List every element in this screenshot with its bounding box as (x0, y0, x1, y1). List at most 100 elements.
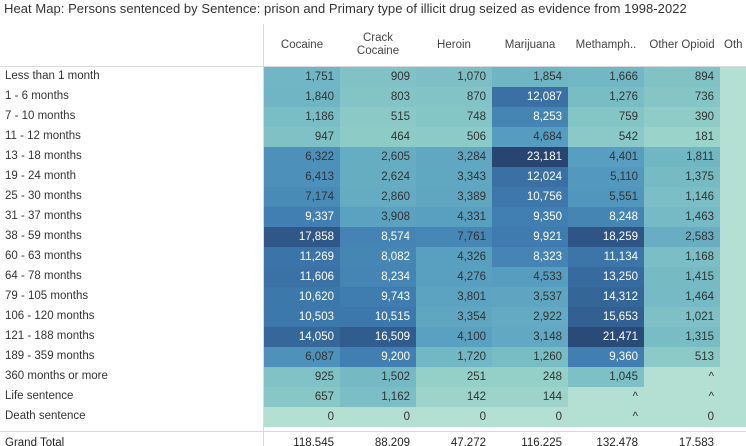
heatmap-cell: 8,323 (492, 247, 568, 267)
heatmap-cell: 870 (416, 87, 492, 107)
heatmap-cell: 1,854 (492, 67, 568, 87)
column-header: Marijuana (492, 24, 568, 66)
heatmap-cell: 9,350 (492, 207, 568, 227)
heatmap-cell: 4,276 (416, 267, 492, 287)
row-label: 64 - 78 months (5, 270, 82, 282)
total-column-divider (263, 432, 264, 446)
heatmap-cell: 3,389 (416, 187, 492, 207)
heatmap-cell: 657 (264, 387, 340, 407)
column-header: Cocaine (264, 24, 340, 66)
heatmap-cell: 0 (340, 407, 416, 427)
heatmap-cell: 1,162 (340, 387, 416, 407)
heatmap-cell: 1,070 (416, 67, 492, 87)
heatmap-cell: 1,720 (416, 347, 492, 367)
heatmap-cell: 248 (492, 367, 568, 387)
row-label: Death sentence (5, 410, 86, 422)
heatmap-cell: 10,756 (492, 187, 568, 207)
heatmap-cell: 14,050 (264, 327, 340, 347)
heatmap-cell: 1,463 (644, 207, 720, 227)
heatmap-cell: 3,908 (340, 207, 416, 227)
heatmap-cell: 9,360 (568, 347, 644, 367)
heatmap-cell: 8,574 (340, 227, 416, 247)
heatmap-cell: 3,537 (492, 287, 568, 307)
heatmap-cell: 6,413 (264, 167, 340, 187)
heatmap-cell: 142 (416, 387, 492, 407)
row-label: 121 - 188 months (5, 330, 95, 342)
heatmap-cell (720, 107, 746, 127)
heatmap-cell (720, 67, 746, 87)
heatmap-cell: 5,110 (568, 167, 644, 187)
heatmap-cell: 251 (416, 367, 492, 387)
heatmap-cell: 1,464 (644, 287, 720, 307)
row-label: 31 - 37 months (5, 210, 82, 222)
chart-title: Heat Map: Persons sentenced by Sentence:… (4, 1, 687, 16)
heatmap-cell: 9,921 (492, 227, 568, 247)
row-label: Life sentence (5, 390, 74, 402)
header-divider (0, 66, 746, 67)
row-label: 25 - 30 months (5, 190, 82, 202)
heatmap-cell: 4,533 (492, 267, 568, 287)
column-header: Crack Cocaine (340, 24, 416, 66)
heatmap-cell: 2,922 (492, 307, 568, 327)
heatmap-cell: 6,322 (264, 147, 340, 167)
heatmap-cell (720, 307, 746, 327)
row-label: 106 - 120 months (5, 310, 95, 322)
heatmap-cell (720, 407, 746, 427)
heatmap-cell: 0 (264, 407, 340, 427)
heatmap-cell: 0 (644, 407, 720, 427)
heatmap-cell: 9,337 (264, 207, 340, 227)
column-header: Heroin (416, 24, 492, 66)
row-label: 360 months or more (5, 370, 108, 382)
heatmap-cell: 144 (492, 387, 568, 407)
column-header-label: Heroin (437, 38, 471, 51)
heatmap-cell: 12,087 (492, 87, 568, 107)
total-divider (0, 431, 746, 432)
grand-total-label: Grand Total (5, 437, 65, 446)
heatmap-cell: 1,168 (644, 247, 720, 267)
heatmap-cell: 23,181 (492, 147, 568, 167)
heatmap-cell (720, 127, 746, 147)
heatmap-cell (720, 227, 746, 247)
heatmap-cell: 1,811 (644, 147, 720, 167)
heatmap-cell: 894 (644, 67, 720, 87)
heatmap-cell: 5,551 (568, 187, 644, 207)
heatmap-cell: 464 (340, 127, 416, 147)
row-label: 7 - 10 months (5, 110, 76, 122)
grand-total-value: 132,478 (596, 437, 638, 446)
heatmap-cell: 1,415 (644, 267, 720, 287)
heatmap-cell: 6,087 (264, 347, 340, 367)
heatmap-cell: 947 (264, 127, 340, 147)
row-label: 189 - 359 months (5, 350, 95, 362)
heatmap-cell: 11,606 (264, 267, 340, 287)
heatmap-cell: 11,269 (264, 247, 340, 267)
heatmap-cell (720, 327, 746, 347)
heatmap-cell: 909 (340, 67, 416, 87)
heatmap-cell (720, 387, 746, 407)
heatmap-cell (720, 167, 746, 187)
heatmap-cell: 4,331 (416, 207, 492, 227)
heatmap-cell: 1,146 (644, 187, 720, 207)
heatmap-cell: 181 (644, 127, 720, 147)
heatmap-cell: 2,624 (340, 167, 416, 187)
heatmap-cell: 1,840 (264, 87, 340, 107)
heatmap-cell: 0 (492, 407, 568, 427)
heatmap-cell: 1,186 (264, 107, 340, 127)
grand-total-value: 116,225 (521, 437, 562, 446)
column-header: Methamph.. (568, 24, 644, 66)
heatmap-cell: 8,248 (568, 207, 644, 227)
heatmap-cell: 8,234 (340, 267, 416, 287)
grand-total-value: 47,272 (450, 437, 486, 446)
heatmap-cell: 2,605 (340, 147, 416, 167)
row-label: 38 - 59 months (5, 230, 82, 242)
grand-total-value: 118,545 (293, 437, 334, 446)
heatmap-cell: 10,515 (340, 307, 416, 327)
grand-total-value: 17,583 (678, 437, 714, 446)
heatmap-cell: 3,148 (492, 327, 568, 347)
heatmap-cell: 8,253 (492, 107, 568, 127)
heatmap-cell: 4,326 (416, 247, 492, 267)
heatmap-cell: ^ (644, 367, 720, 387)
row-label: 19 - 24 month (5, 170, 76, 182)
heatmap-cell: 10,620 (264, 287, 340, 307)
heatmap-cell: 4,100 (416, 327, 492, 347)
heatmap-cell: 3,284 (416, 147, 492, 167)
